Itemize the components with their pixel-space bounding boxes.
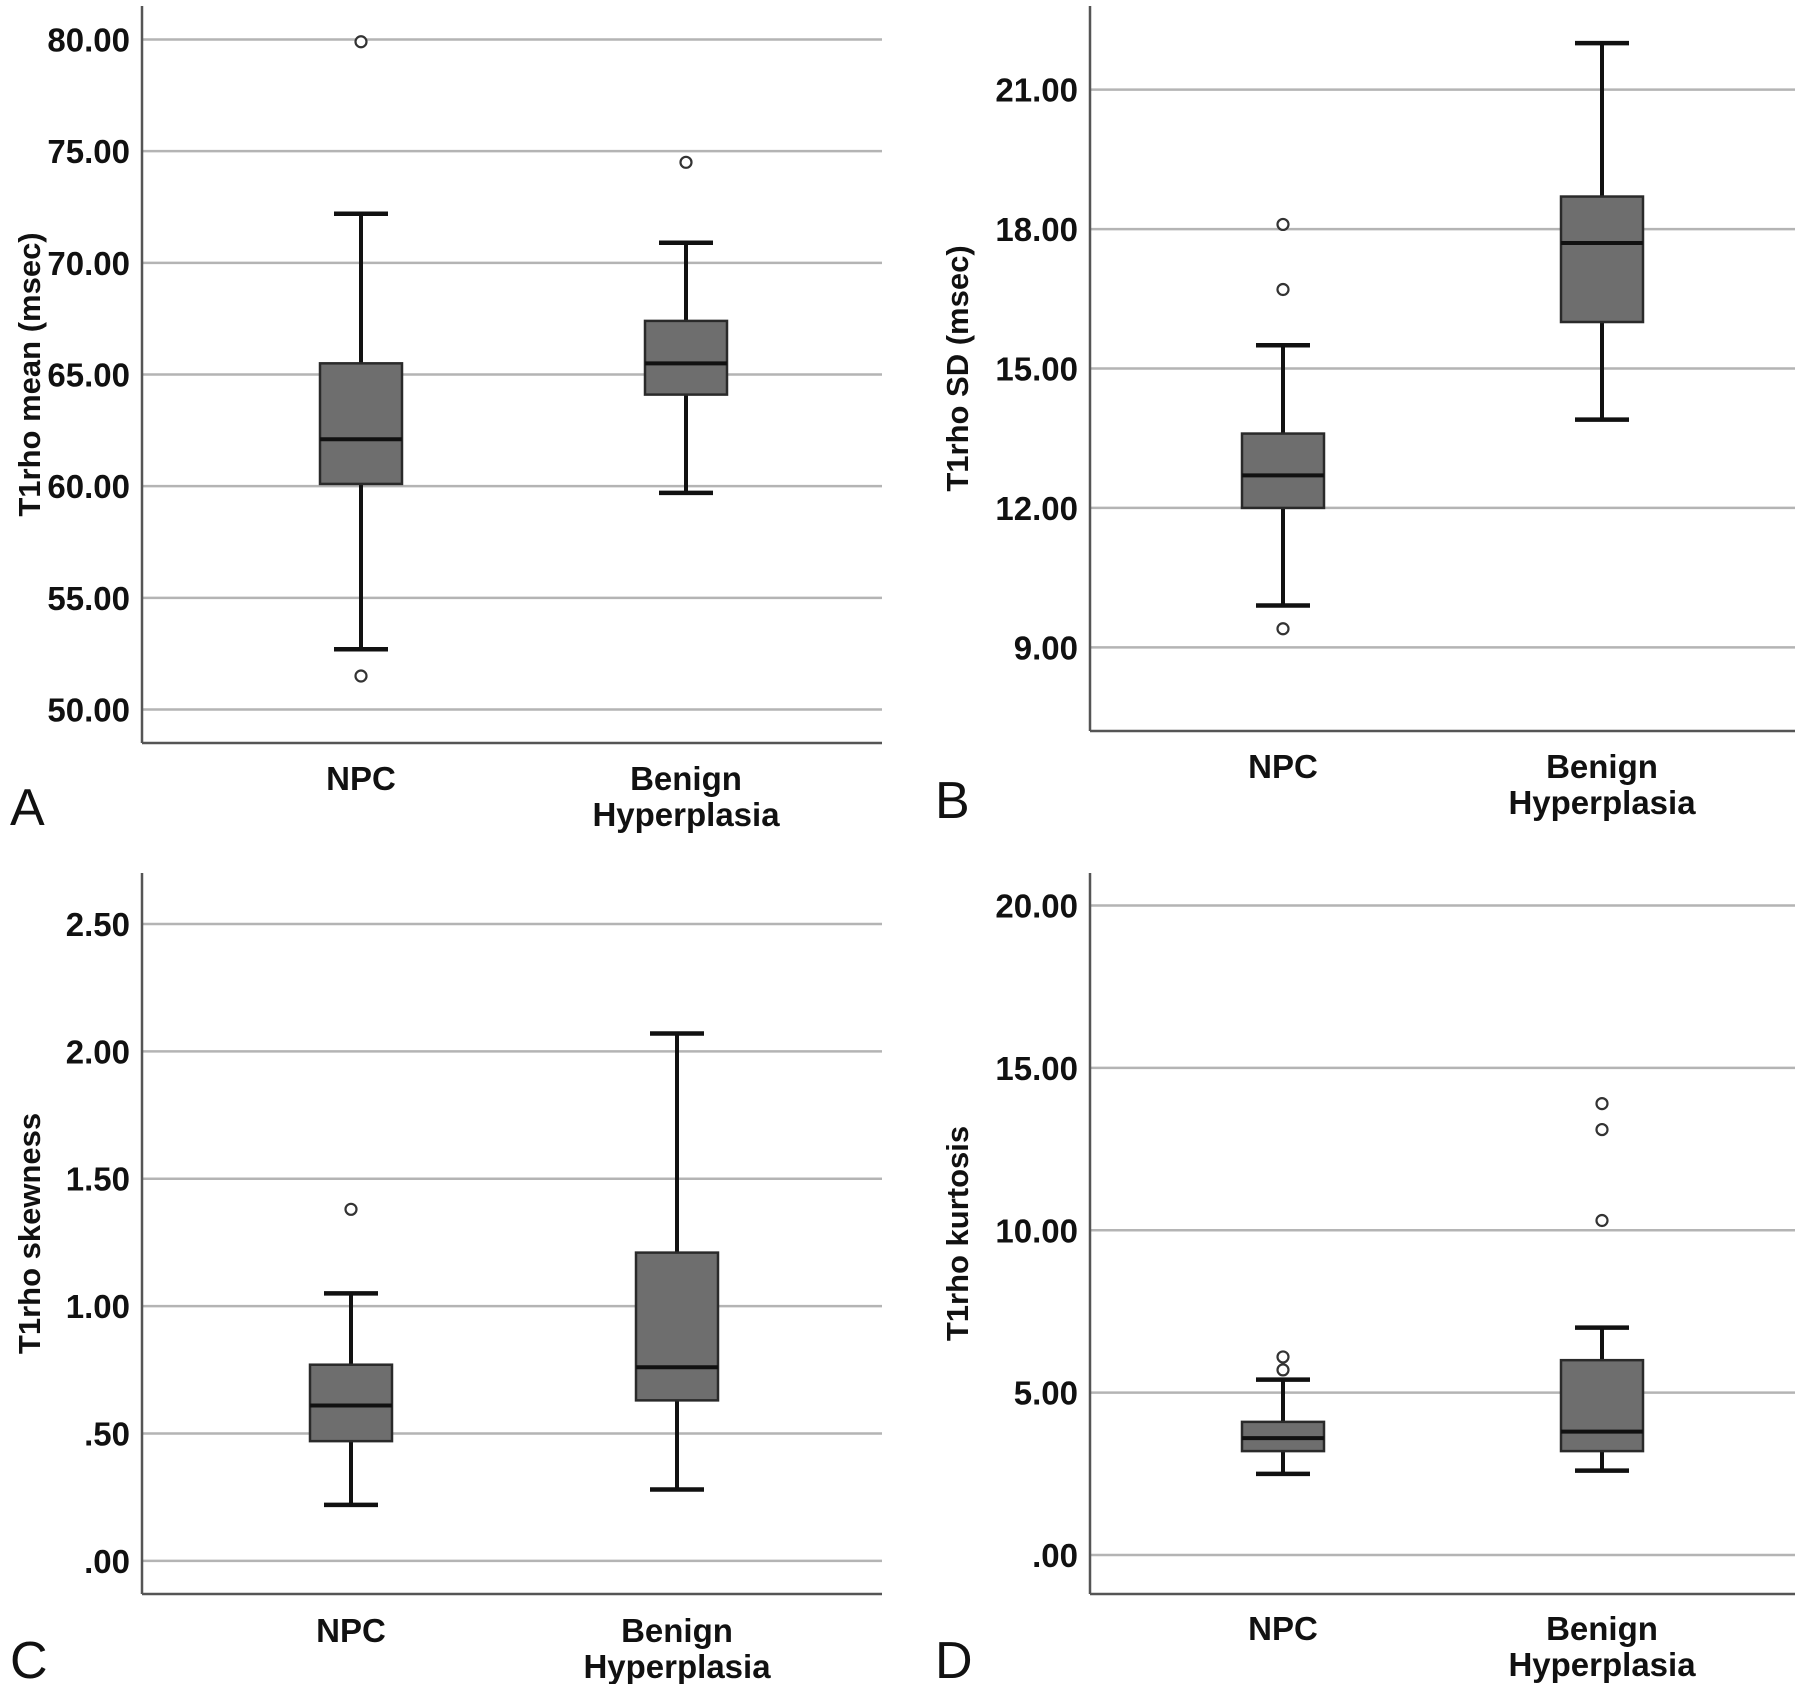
- iqr-box: [308, 1363, 394, 1443]
- y-tick-label: 15.00: [995, 1050, 1078, 1087]
- category-label: Benign: [1546, 1610, 1658, 1647]
- y-axis-label: T1rho skewness: [12, 1113, 47, 1354]
- y-axis-label: T1rho kurtosis: [940, 1126, 975, 1341]
- category-label: Hyperplasia: [583, 1648, 771, 1684]
- category-label: Benign: [630, 760, 742, 797]
- y-tick-label: 9.00: [1014, 629, 1078, 666]
- y-axis-label: T1rho mean (msec): [12, 232, 47, 516]
- y-tick-label: .00: [1032, 1537, 1078, 1574]
- panel-letter: C: [10, 1632, 48, 1684]
- category-label: Hyperplasia: [592, 796, 780, 833]
- outlier-point: [354, 669, 368, 683]
- category-label: NPC: [1248, 1610, 1318, 1647]
- y-tick-label: 65.00: [47, 357, 130, 394]
- panel-c: .00 .50 1.00 1.50 2.00 2.50 T1rho skewness NPC B…: [10, 873, 882, 1684]
- outlier-point: [1276, 217, 1290, 232]
- outlier-point: [1595, 1096, 1609, 1111]
- category-label: Hyperplasia: [1508, 784, 1696, 821]
- panel-letter: B: [935, 772, 970, 830]
- category-label: NPC: [316, 1612, 386, 1649]
- y-tick-label: 75.00: [47, 133, 130, 170]
- y-tick-label: 60.00: [47, 468, 130, 505]
- y-tick-label: 10.00: [995, 1212, 1078, 1249]
- y-tick-label: 18.00: [995, 211, 1078, 248]
- category-label: NPC: [326, 760, 396, 797]
- outlier-point: [1595, 1213, 1609, 1228]
- panel-letter: A: [10, 779, 45, 837]
- box-group: NPC: [1240, 217, 1326, 785]
- panel-b: 9.00 12.00 15.00 18.00 21.00 T1rho SD (msec) N…: [935, 6, 1795, 830]
- outlier-point: [344, 1202, 358, 1216]
- y-tick-label: .50: [84, 1415, 130, 1452]
- panel-letter: D: [935, 1632, 973, 1684]
- panel-a: 50.00 55.00 60.00 65.00 70.00 75.00 80.00 T1rho…: [10, 6, 882, 837]
- y-tick-label: 1.50: [66, 1161, 130, 1198]
- y-tick-label: 12.00: [995, 490, 1078, 527]
- category-label: NPC: [1248, 748, 1318, 785]
- y-tick-label: 2.50: [66, 906, 130, 943]
- y-tick-label: 15.00: [995, 351, 1078, 388]
- y-tick-label: .00: [84, 1543, 130, 1580]
- y-tick-label: 21.00: [995, 72, 1078, 109]
- iqr-box: [643, 319, 729, 396]
- iqr-box: [634, 1251, 720, 1402]
- outlier-point: [1276, 622, 1290, 636]
- outlier-point: [1276, 1363, 1290, 1377]
- y-axis-label: T1rho SD (msec): [940, 245, 975, 491]
- iqr-box: [1559, 195, 1645, 324]
- category-label: Hyperplasia: [1508, 1646, 1696, 1683]
- y-tick-label: 55.00: [47, 580, 130, 617]
- iqr-box: [1240, 432, 1326, 510]
- y-tick-label: 20.00: [995, 887, 1078, 924]
- category-label: Benign: [621, 1612, 733, 1649]
- category-label: Benign: [1546, 748, 1658, 785]
- panel-d: .00 5.00 10.00 15.00 20.00 T1rho kurtosis NPC B…: [935, 873, 1795, 1684]
- box-group: NPC: [308, 1202, 394, 1649]
- iqr-box: [1559, 1358, 1645, 1453]
- y-tick-label: 80.00: [47, 22, 130, 59]
- outlier-point: [354, 35, 368, 49]
- iqr-box: [318, 362, 404, 486]
- outlier-point: [1595, 1122, 1609, 1137]
- y-tick-label: 50.00: [47, 692, 130, 729]
- outlier-point: [679, 155, 693, 169]
- box-group: NPC: [318, 35, 404, 797]
- y-tick-label: 5.00: [1014, 1375, 1078, 1412]
- outlier-point: [1276, 1350, 1290, 1364]
- outlier-point: [1276, 282, 1290, 297]
- box-group: NPC: [1240, 1350, 1326, 1647]
- y-tick-label: 2.00: [66, 1033, 130, 1070]
- y-tick-label: 1.00: [66, 1288, 130, 1325]
- y-tick-label: 70.00: [47, 245, 130, 282]
